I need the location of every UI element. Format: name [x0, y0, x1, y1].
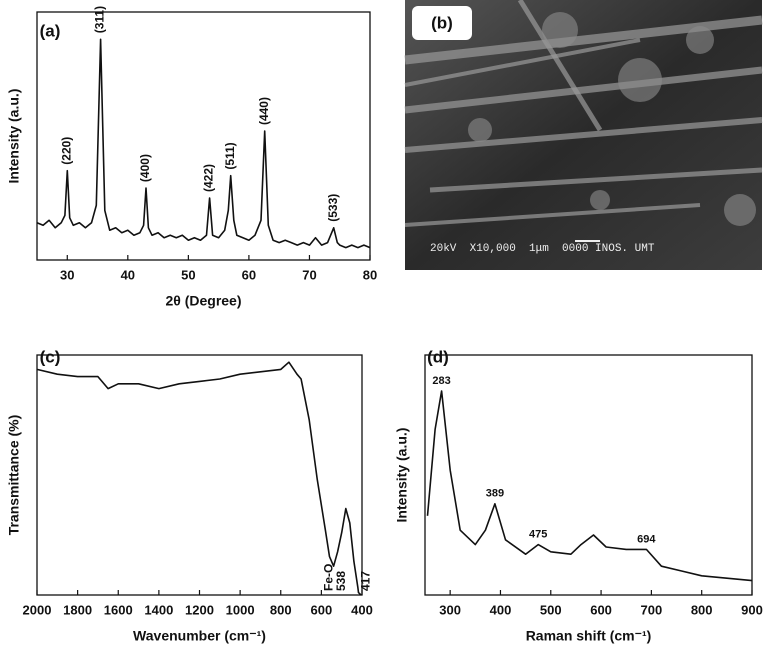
data-line — [36, 38, 371, 249]
x-tick-label: 30 — [60, 267, 74, 282]
fiber — [404, 117, 763, 153]
particle-cluster — [686, 26, 714, 54]
x-tick-label: 1200 — [185, 602, 214, 617]
plot-frame — [424, 354, 753, 596]
annotation: (440) — [257, 97, 271, 125]
x-axis-title: 2θ (Degree) — [165, 293, 241, 309]
annotation: (220) — [59, 137, 73, 165]
x-tick-label: 60 — [242, 267, 256, 282]
fiber — [404, 203, 701, 227]
annotation: 389 — [486, 488, 504, 500]
x-tick-label: 400 — [351, 602, 373, 617]
y-axis-title: Intensity (a.u.) — [6, 89, 22, 184]
annotation: (422) — [202, 164, 216, 192]
annotation: 417 — [359, 571, 373, 591]
x-axis-title: Raman shift (cm⁻¹) — [526, 628, 652, 644]
particle-cluster — [618, 58, 662, 102]
annotation: 475 — [529, 529, 547, 541]
x-tick-label: 70 — [302, 267, 316, 282]
x-tick-label: 1800 — [63, 602, 92, 617]
x-tick-label: 700 — [641, 602, 663, 617]
annotation: (533) — [326, 194, 340, 222]
x-tick-label: 400 — [490, 602, 512, 617]
annotation: (400) — [138, 154, 152, 182]
annotation: (511) — [223, 142, 237, 169]
x-axis-title: Wavenumber (cm⁻¹) — [133, 628, 266, 644]
y-axis-title: Intensity (a.u.) — [394, 428, 410, 523]
x-tick-label: 1400 — [144, 602, 173, 617]
panel-label: (a) — [40, 21, 61, 40]
fiber — [429, 167, 763, 193]
annotation: 283 — [432, 375, 450, 387]
data-line — [36, 361, 362, 596]
x-tick-label: 300 — [439, 602, 461, 617]
x-tick-label: 50 — [181, 267, 195, 282]
x-tick-label: 800 — [691, 602, 713, 617]
plot-frame — [36, 354, 363, 596]
annotation: 538 — [334, 571, 348, 591]
x-tick-label: 600 — [590, 602, 612, 617]
annotation: (311) — [93, 6, 107, 33]
particle-cluster — [468, 118, 492, 142]
particle-cluster — [590, 190, 610, 210]
x-tick-label: 80 — [363, 267, 377, 282]
x-tick-label: 600 — [311, 602, 333, 617]
x-tick-label: 900 — [741, 602, 763, 617]
x-tick-label: 500 — [540, 602, 562, 617]
x-tick-label: 2000 — [23, 602, 52, 617]
fiber — [404, 38, 641, 87]
x-tick-label: 1600 — [104, 602, 133, 617]
panel-label: (d) — [427, 347, 449, 366]
fiber — [517, 0, 603, 132]
y-axis-title: Transmittance (%) — [6, 415, 22, 536]
x-tick-label: 1000 — [226, 602, 255, 617]
particle-cluster — [542, 12, 578, 48]
plot-frame — [36, 11, 371, 261]
panel-label: (c) — [40, 347, 61, 366]
annotation: Fe-O — [322, 564, 336, 591]
data-line — [426, 390, 753, 582]
annotation: 694 — [637, 533, 656, 545]
x-tick-label: 800 — [270, 602, 292, 617]
fiber — [404, 66, 763, 114]
panel-label: (b) — [431, 13, 453, 32]
x-tick-label: 40 — [121, 267, 135, 282]
label-box — [412, 6, 472, 40]
particle-cluster — [724, 194, 756, 226]
sem-caption: 20kV X10,000 1μm 0000 INOS. UMT — [430, 243, 655, 255]
